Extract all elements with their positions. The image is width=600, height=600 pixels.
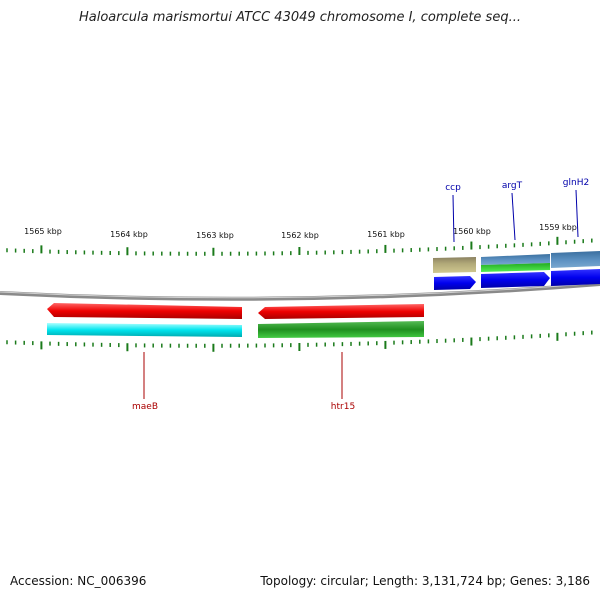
gene-label-maeB-text: maeB — [132, 402, 158, 412]
scale-ticks-lower — [6, 330, 593, 352]
feature-htr15-cds[interactable] — [258, 321, 424, 338]
gene-label-ccp-text: ccp — [445, 183, 461, 193]
feature-glnH2-cds[interactable] — [551, 269, 600, 286]
scale-label-1560: 1560 kbp — [453, 227, 491, 236]
gene-label-glnH2[interactable]: glnH2 — [563, 178, 589, 238]
scale-label-1563: 1563 kbp — [196, 231, 234, 240]
feature-glnH2[interactable] — [551, 251, 600, 268]
feature-maeB[interactable] — [47, 303, 242, 319]
feature-ccp[interactable] — [433, 257, 476, 273]
gene-label-maeB[interactable]: maeB — [132, 352, 158, 412]
gene-label-htr15[interactable]: htr15 — [331, 352, 355, 412]
gene-label-glnH2-text: glnH2 — [563, 178, 589, 188]
feature-maeB-cds[interactable] — [47, 323, 242, 337]
accession-text: Accession: NC_006396 — [10, 574, 147, 588]
scale-label-1559: 1559 kbp — [539, 223, 577, 232]
scale-label-1561: 1561 kbp — [367, 230, 405, 239]
scale-label-1562: 1562 kbp — [281, 231, 319, 240]
gene-label-htr15-text: htr15 — [331, 402, 355, 412]
gene-label-argT-text: argT — [502, 181, 523, 191]
chromosome-backbone — [0, 282, 600, 301]
map-title: Haloarcula marismortui ATCC 43049 chromo… — [79, 10, 521, 25]
genome-summary-text: Topology: circular; Length: 3,131,724 bp… — [260, 574, 590, 588]
feature-argT-cds[interactable] — [481, 272, 550, 288]
scale-label-1565: 1565 kbp — [24, 227, 62, 236]
scale-labels: 1565 kbp 1564 kbp 1563 kbp 1562 kbp 1561… — [24, 223, 577, 240]
scale-label-1564: 1564 kbp — [110, 230, 148, 239]
scale-ticks-upper — [6, 236, 593, 256]
feature-htr15[interactable] — [258, 304, 424, 319]
feature-ccp-cds[interactable] — [434, 276, 476, 290]
gene-label-argT[interactable]: argT — [502, 181, 523, 241]
gene-label-ccp[interactable]: ccp — [445, 183, 461, 243]
feature-argT[interactable] — [481, 254, 550, 272]
